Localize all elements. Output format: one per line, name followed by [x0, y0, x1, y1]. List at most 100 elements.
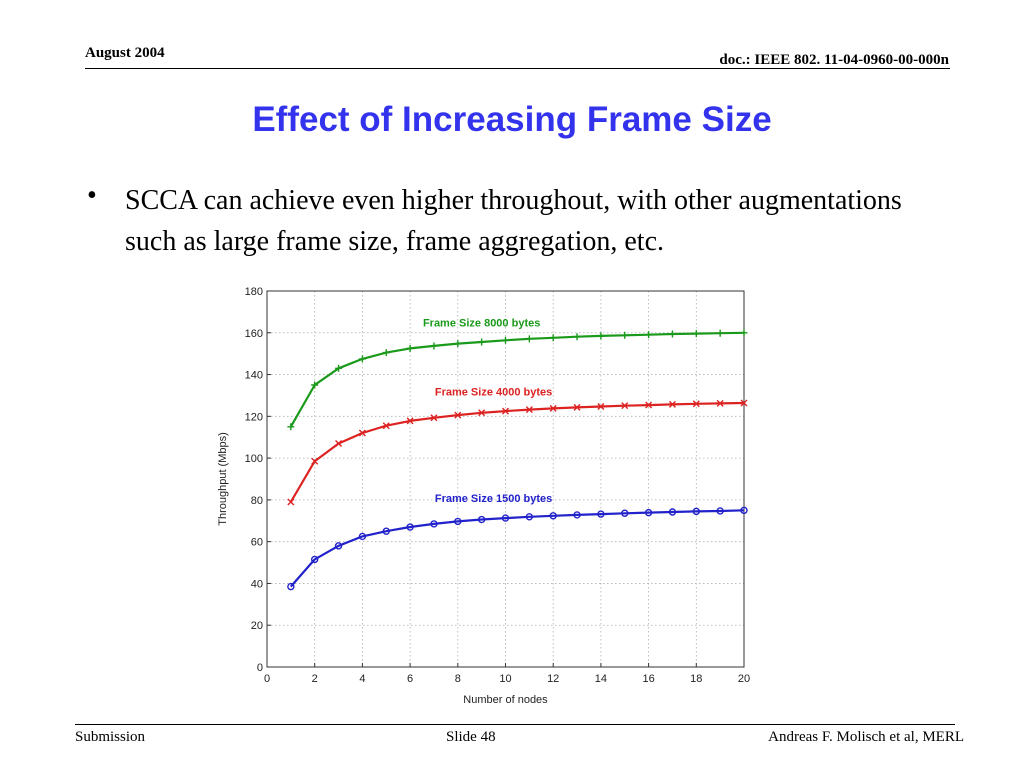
- data-point: [740, 506, 748, 515]
- header-date: August 2004: [85, 45, 165, 61]
- y-tick-label: 180: [245, 286, 263, 298]
- series-annotation: Frame Size 1500 bytes: [435, 493, 552, 505]
- data-point: [287, 423, 295, 431]
- footer-submission: Submission: [75, 729, 146, 745]
- data-point: [644, 508, 653, 517]
- data-point: [406, 344, 414, 352]
- data-point: [454, 517, 462, 526]
- data-point: [501, 514, 510, 522]
- x-tick-label: 10: [499, 673, 511, 685]
- data-point: [525, 406, 533, 414]
- data-point: [549, 334, 557, 342]
- footer-divider: [75, 724, 955, 725]
- series-line-2: [289, 509, 745, 588]
- data-point: [311, 457, 319, 465]
- slide-title: Effect of Increasing Frame Size: [252, 100, 772, 139]
- data-point: [549, 512, 557, 520]
- data-point: [334, 542, 343, 550]
- x-tick-label: 2: [312, 673, 318, 685]
- x-tick-label: 14: [595, 673, 607, 685]
- y-tick-label: 20: [251, 620, 263, 632]
- data-point: [525, 513, 534, 521]
- y-tick-label: 140: [245, 370, 263, 382]
- data-point: [716, 399, 724, 407]
- footer-slide-number: Slide 48: [446, 729, 496, 745]
- data-point: [597, 403, 605, 411]
- y-tick-label: 40: [251, 578, 263, 590]
- data-point: [478, 409, 486, 417]
- y-tick-label: 160: [245, 328, 263, 340]
- x-tick-label: 12: [547, 673, 559, 685]
- data-point: [454, 340, 462, 348]
- data-point: [382, 422, 390, 430]
- x-tick-label: 4: [359, 673, 365, 685]
- data-point: [621, 331, 629, 339]
- header-divider: [85, 68, 950, 69]
- data-point: [382, 527, 390, 535]
- data-point: [454, 411, 462, 419]
- data-point: [740, 399, 748, 407]
- bullet-marker: •: [87, 180, 97, 211]
- y-tick-label: 0: [257, 662, 263, 674]
- x-tick-label: 6: [407, 673, 413, 685]
- data-point: [310, 555, 319, 564]
- data-point: [692, 400, 700, 408]
- data-point: [573, 403, 581, 411]
- data-point: [573, 511, 581, 519]
- data-point: [477, 515, 486, 524]
- data-point: [692, 330, 700, 338]
- y-tick-label: 60: [251, 537, 263, 549]
- y-tick-label: 100: [245, 453, 263, 465]
- data-point: [645, 331, 653, 339]
- data-point: [621, 402, 629, 410]
- data-point: [478, 338, 486, 346]
- data-point: [645, 401, 653, 409]
- data-point: [335, 364, 343, 372]
- data-point: [668, 400, 676, 408]
- series-annotation: Frame Size 4000 bytes: [435, 386, 552, 398]
- y-tick-label: 80: [251, 495, 263, 507]
- data-point: [740, 329, 748, 337]
- data-point: [621, 509, 629, 517]
- series-line-0: [289, 331, 745, 428]
- data-point: [525, 335, 533, 343]
- data-point: [335, 439, 343, 447]
- data-point: [668, 330, 676, 338]
- series-line-1: [289, 401, 745, 503]
- data-point: [382, 349, 390, 357]
- data-point: [573, 333, 581, 341]
- data-point: [502, 407, 509, 415]
- bullet-text: SCCA can achieve even higher throughout,…: [125, 185, 902, 257]
- data-point: [358, 532, 367, 541]
- data-point: [358, 429, 366, 437]
- data-point: [311, 381, 319, 389]
- x-tick-label: 16: [642, 673, 654, 685]
- footer-authors: Andreas F. Molisch et al, MERL: [768, 729, 964, 745]
- y-axis-label: Throughput (Mbps): [217, 432, 229, 526]
- x-tick-label: 20: [738, 673, 750, 685]
- data-point: [716, 329, 724, 337]
- series-annotation: Frame Size 8000 bytes: [423, 318, 540, 330]
- data-point: [597, 510, 605, 518]
- data-point: [287, 498, 295, 506]
- chart-svg: 0 2 4 6 8 10 12 14 16 18 20 0 20 40 60 80 100 120 140 160 18…: [217, 286, 750, 706]
- data-point: [597, 332, 605, 340]
- data-point: [549, 404, 557, 412]
- data-point: [430, 342, 438, 350]
- data-point: [692, 507, 700, 516]
- data-point: [358, 355, 366, 363]
- data-point: [430, 414, 438, 422]
- data-point: [668, 508, 677, 516]
- data-point: [287, 582, 295, 591]
- data-point: [502, 336, 509, 344]
- header-doc-id: doc.: IEEE 802. 11-04-0960-00-000n: [719, 52, 949, 68]
- x-axis-label: Number of nodes: [463, 694, 548, 706]
- y-tick-label: 120: [245, 411, 263, 423]
- data-point: [406, 523, 414, 531]
- data-point: [716, 507, 724, 515]
- x-tick-label: 8: [455, 673, 461, 685]
- throughput-chart: 0 2 4 6 8 10 12 14 16 18 20 0 20 40 60 80 100 120 140 160 18…: [210, 282, 760, 712]
- x-tick-label: 0: [264, 673, 270, 685]
- data-point: [406, 417, 414, 425]
- x-tick-label: 18: [690, 673, 702, 685]
